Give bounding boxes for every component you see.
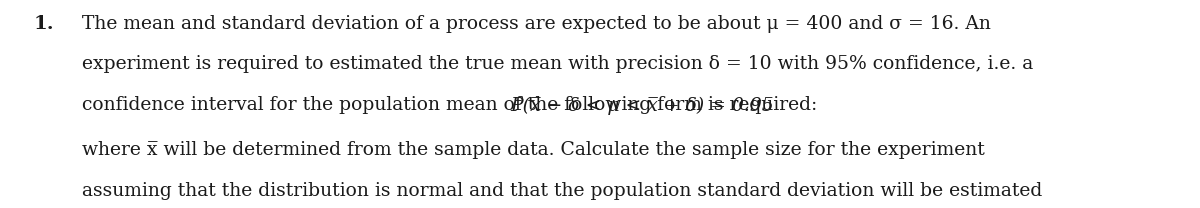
Text: The mean and standard deviation of a process are expected to be about μ = 400 an: The mean and standard deviation of a pro… xyxy=(82,15,990,33)
Text: P(x̅ − δ < μ < x̅ + δ) = 0.95: P(x̅ − δ < μ < x̅ + δ) = 0.95 xyxy=(510,97,774,115)
Text: confidence interval for the population mean of the following form is required:: confidence interval for the population m… xyxy=(82,96,817,114)
Text: assuming that the distribution is normal and that the population standard deviat: assuming that the distribution is normal… xyxy=(82,182,1042,200)
Text: where x̅ will be determined from the sample data. Calculate the sample size for : where x̅ will be determined from the sam… xyxy=(82,141,984,160)
Text: 1.: 1. xyxy=(34,15,54,33)
Text: experiment is required to estimated the true mean with precision δ = 10 with 95%: experiment is required to estimated the … xyxy=(82,55,1033,73)
